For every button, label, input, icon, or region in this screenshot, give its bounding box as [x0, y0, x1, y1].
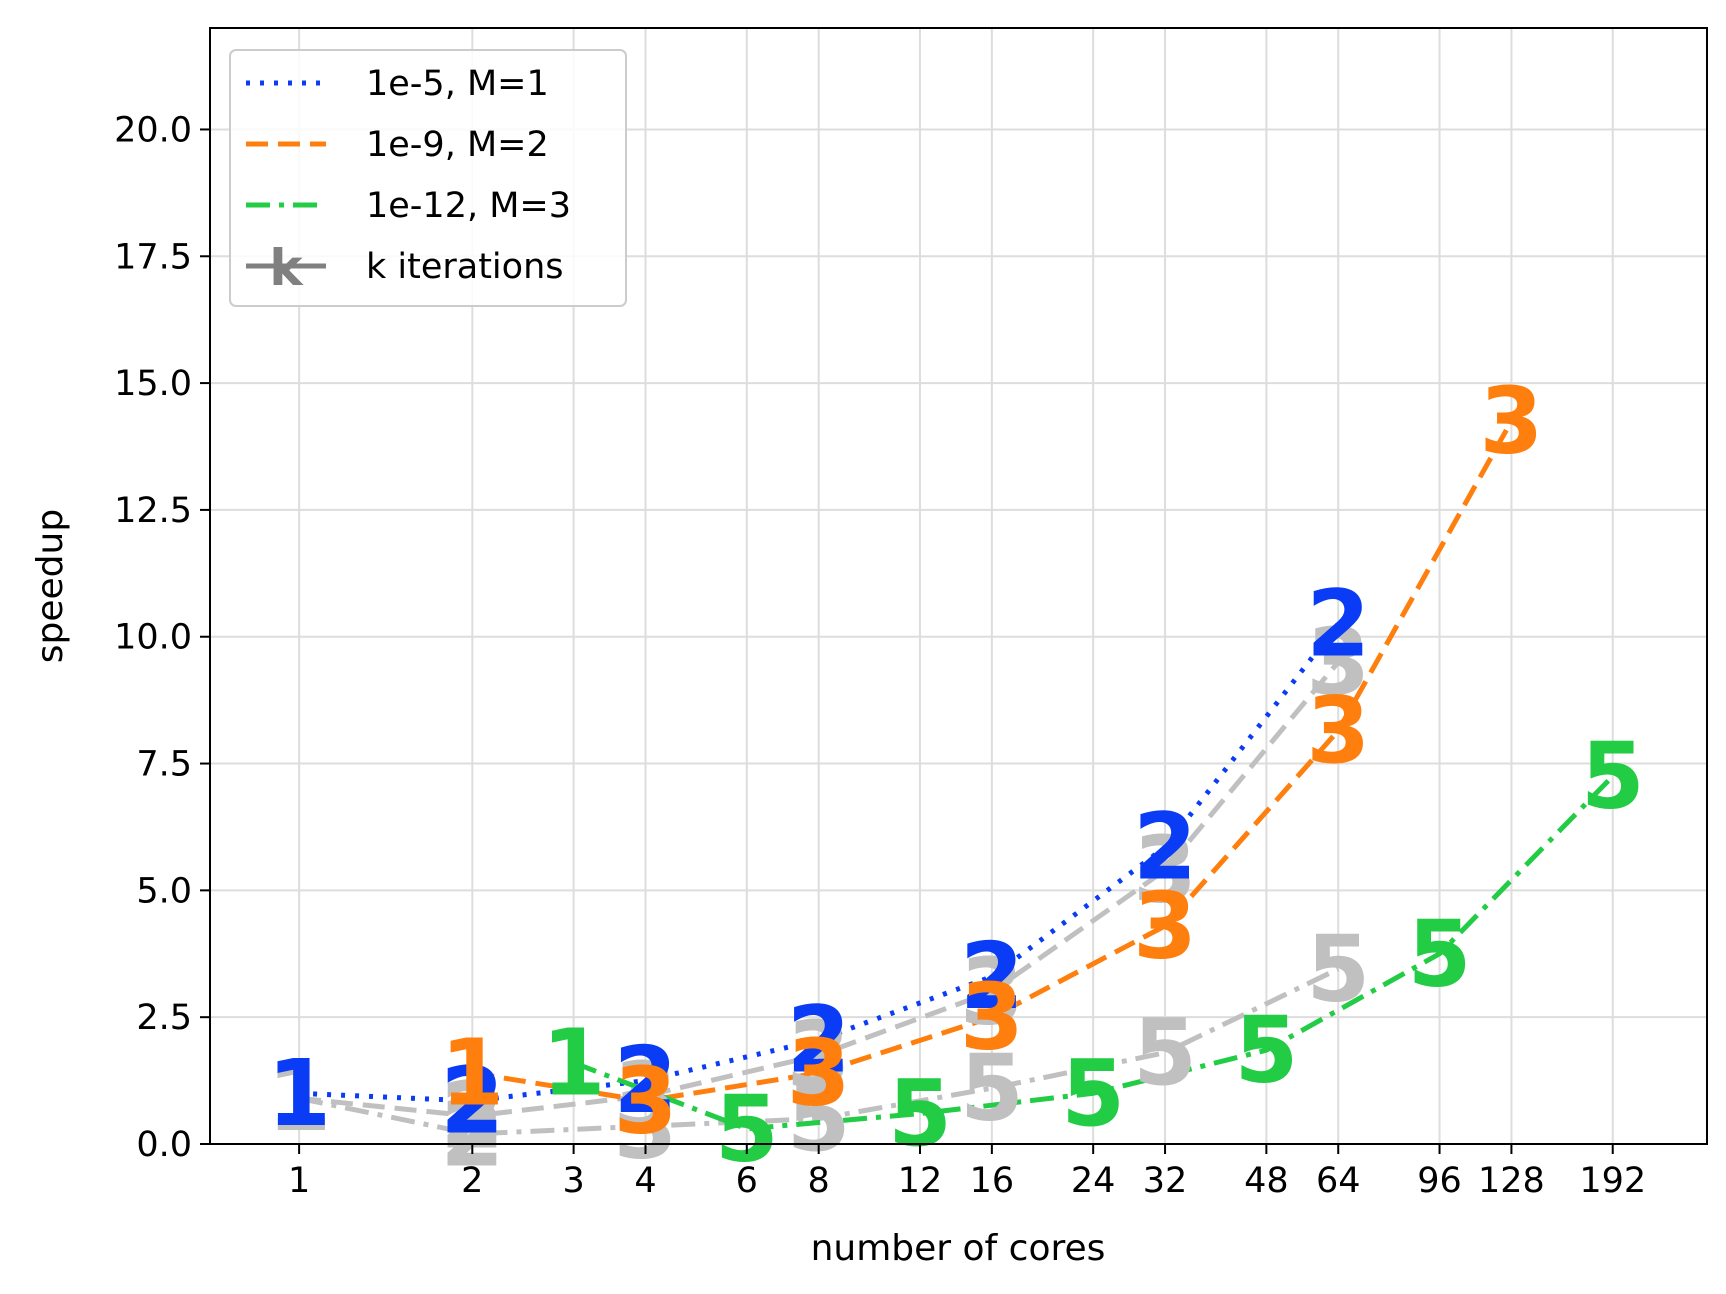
legend-label: 1e-9, M=2	[366, 125, 549, 165]
iteration-marker: 5	[715, 1075, 779, 1182]
x-tick-label: 192	[1579, 1161, 1646, 1201]
reference-iteration-marker: 3	[613, 1073, 677, 1180]
x-tick-label: 2	[461, 1161, 483, 1201]
iteration-marker: 5	[1581, 723, 1645, 830]
y-tick-label: 15.0	[114, 364, 192, 404]
x-tick-label: 4	[634, 1161, 656, 1201]
iteration-marker: 2	[1133, 794, 1197, 901]
reference-lines	[298, 660, 1341, 1137]
legend-marker: k	[269, 239, 304, 297]
iteration-marker: 3	[787, 1019, 851, 1126]
reference-iteration-marker: 3	[613, 1042, 677, 1149]
iteration-marker: 1	[440, 1019, 504, 1126]
iteration-marker: 3	[1133, 872, 1197, 979]
x-tick-label: 12	[898, 1161, 943, 1201]
x-tick-label: 3	[562, 1161, 584, 1201]
y-tick-label: 20.0	[114, 110, 192, 150]
reference-iteration-marker: 5	[1133, 999, 1197, 1106]
iteration-marker: 2	[787, 987, 851, 1094]
x-axis-ticks: 1 2 3 4 6 8 12 16 24 32 48 64 96 128 192	[288, 1144, 1646, 1201]
series-line	[572, 774, 1615, 1132]
legend-box	[229, 49, 627, 307]
iteration-marker: 3	[1479, 368, 1543, 475]
reference-iteration-marker: 5	[787, 1065, 851, 1172]
reference-iteration-marker: 2	[440, 1080, 504, 1187]
y-axis-label: speedup	[30, 509, 71, 663]
reference-line	[298, 966, 1340, 1137]
x-axis-label: number of cores	[811, 1228, 1106, 1269]
iteration-marker: 1	[542, 1009, 606, 1116]
y-axis-ticks: 0.0 2.5 5.0 7.5 10.0 12.5 15.0 17.5 20.0	[114, 110, 210, 1165]
iteration-marker: 5	[1061, 1040, 1125, 1147]
y-tick-label: 7.5	[136, 745, 192, 785]
x-tick-label: 32	[1143, 1161, 1188, 1201]
iteration-marker: 5	[1408, 900, 1472, 1007]
y-tick-label: 2.5	[136, 998, 192, 1038]
iteration-marker: 1	[267, 1040, 331, 1147]
y-tick-label: 10.0	[114, 618, 192, 658]
iteration-marker: 2	[960, 923, 1024, 1030]
x-tick-label: 16	[970, 1161, 1015, 1201]
iteration-marker: 3	[1306, 677, 1370, 784]
series-line	[298, 622, 1341, 1104]
x-tick-label: 1	[288, 1161, 310, 1201]
reference-iteration-marker: 1	[267, 1045, 331, 1152]
plot-frame	[209, 27, 1708, 1145]
reference-iteration-marker: 5	[1306, 915, 1370, 1022]
iteration-marker: 2	[1306, 571, 1370, 678]
y-tick-label: 12.5	[114, 491, 192, 531]
iteration-marker: 2	[440, 1047, 504, 1154]
reference-iteration-marker: 3	[1306, 609, 1370, 716]
reference-iteration-marker: 3	[1133, 817, 1197, 924]
x-tick-label: 96	[1417, 1161, 1462, 1201]
iteration-marker: 3	[960, 964, 1024, 1071]
x-tick-label: 48	[1244, 1161, 1289, 1201]
legend-label: k iterations	[366, 247, 564, 287]
legend: 1e-5, M=1 1e-9, M=2 1e-12, M=3 k k iteration…	[229, 49, 627, 307]
x-tick-label: 64	[1316, 1161, 1361, 1201]
reference-line	[298, 660, 1341, 1119]
y-tick-label: 5.0	[136, 871, 192, 911]
reference-iteration-marker: 3	[787, 1002, 851, 1109]
iteration-marker: 3	[613, 1047, 677, 1154]
reference-iteration-marker: 1	[267, 1045, 331, 1152]
x-tick-label: 8	[808, 1161, 830, 1201]
x-tick-label: 128	[1478, 1161, 1545, 1201]
iteration-marker: 5	[1234, 997, 1298, 1104]
x-tick-label: 24	[1071, 1161, 1116, 1201]
y-tick-label: 0.0	[136, 1125, 192, 1165]
reference-iteration-marker: 3	[960, 938, 1024, 1045]
reference-iteration-marker: 5	[960, 1035, 1024, 1142]
series-lines	[298, 419, 1615, 1132]
x-tick-label: 6	[736, 1161, 758, 1201]
legend-label: 1e-12, M=3	[366, 186, 571, 226]
iteration-marker: 2	[613, 1027, 677, 1134]
y-tick-label: 17.5	[114, 237, 192, 277]
legend-label: 1e-5, M=1	[366, 64, 549, 104]
series-line	[471, 419, 1514, 1104]
